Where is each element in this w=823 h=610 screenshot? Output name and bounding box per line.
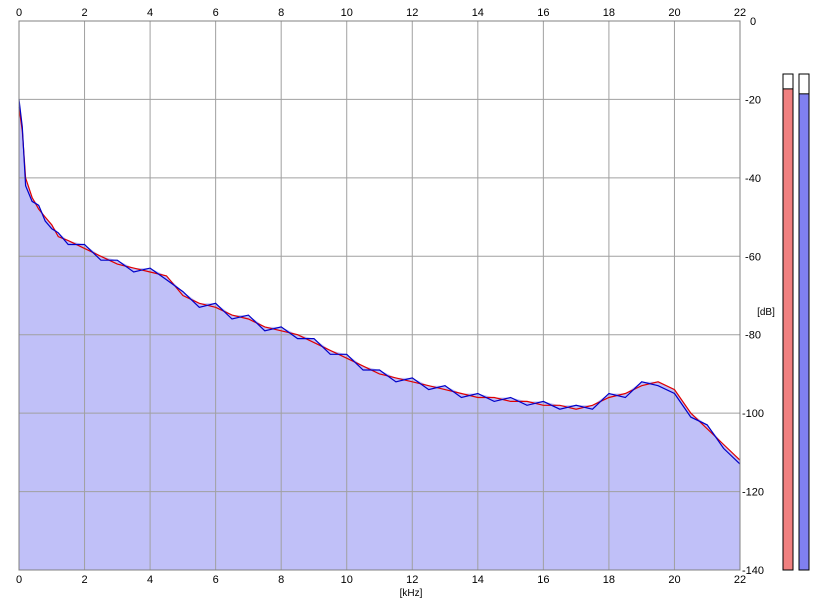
x-tick-label-bottom: 20 bbox=[668, 574, 680, 586]
x-tick-label-top: 10 bbox=[341, 7, 353, 19]
y-tick-label: -120 bbox=[742, 487, 764, 499]
x-tick-label-top: 2 bbox=[81, 7, 87, 19]
x-tick-label-top: 8 bbox=[278, 7, 284, 19]
plot-border bbox=[18, 20, 741, 571]
x-tick-label-top: 14 bbox=[472, 7, 484, 19]
x-tick-label-bottom: 22 bbox=[734, 574, 746, 586]
spectrum-fill-area bbox=[19, 99, 740, 571]
x-tick-label-bottom: 12 bbox=[406, 574, 418, 586]
y-tick-label: -100 bbox=[742, 408, 764, 420]
x-tick-label-top: 0 bbox=[16, 7, 22, 19]
grid-lines bbox=[19, 21, 740, 570]
level-meters bbox=[782, 73, 810, 571]
x-tick-label-bottom: 0 bbox=[16, 574, 22, 586]
x-axis-label: [kHz] bbox=[400, 588, 423, 599]
x-tick-label-top: 4 bbox=[147, 7, 153, 19]
y-tick-label: -80 bbox=[745, 330, 761, 342]
x-tick-label-bottom: 8 bbox=[278, 574, 284, 586]
x-axis-bottom: 0 2 4 6 8 10 12 14 16 18 20 22 bbox=[16, 574, 746, 586]
x-tick-label-bottom: 18 bbox=[603, 574, 615, 586]
y-tick-label: 0 bbox=[750, 16, 756, 28]
x-tick-label-top: 20 bbox=[668, 7, 680, 19]
x-tick-label-bottom: 6 bbox=[213, 574, 219, 586]
x-tick-label-top: 12 bbox=[406, 7, 418, 19]
y-tick-label: -140 bbox=[742, 565, 764, 577]
x-tick-label-top: 18 bbox=[603, 7, 615, 19]
x-axis-top: 0 2 4 6 8 10 12 14 16 18 20 22 bbox=[16, 7, 746, 19]
x-tick-label-top: 22 bbox=[734, 7, 746, 19]
x-tick-label-bottom: 10 bbox=[341, 574, 353, 586]
x-tick-label-bottom: 16 bbox=[537, 574, 549, 586]
x-tick-label-top: 16 bbox=[537, 7, 549, 19]
x-tick-label-bottom: 2 bbox=[81, 574, 87, 586]
x-tick-label-bottom: 4 bbox=[147, 574, 153, 586]
series-layer bbox=[18, 99, 741, 465]
x-tick-label-top: 6 bbox=[213, 7, 219, 19]
y-axis-label: [dB] bbox=[757, 307, 775, 318]
y-tick-label: -20 bbox=[745, 94, 761, 106]
y-tick-label: -40 bbox=[745, 173, 761, 185]
y-tick-label: -60 bbox=[745, 251, 761, 263]
level-meter-fill bbox=[782, 88, 794, 571]
series-line-blue bbox=[18, 99, 741, 465]
x-tick-label-bottom: 14 bbox=[472, 574, 484, 586]
y-axis-right: 0 -20 -40 -60 -80 -100 -120 -140 bbox=[742, 16, 764, 577]
level-meter-fill bbox=[798, 93, 810, 571]
